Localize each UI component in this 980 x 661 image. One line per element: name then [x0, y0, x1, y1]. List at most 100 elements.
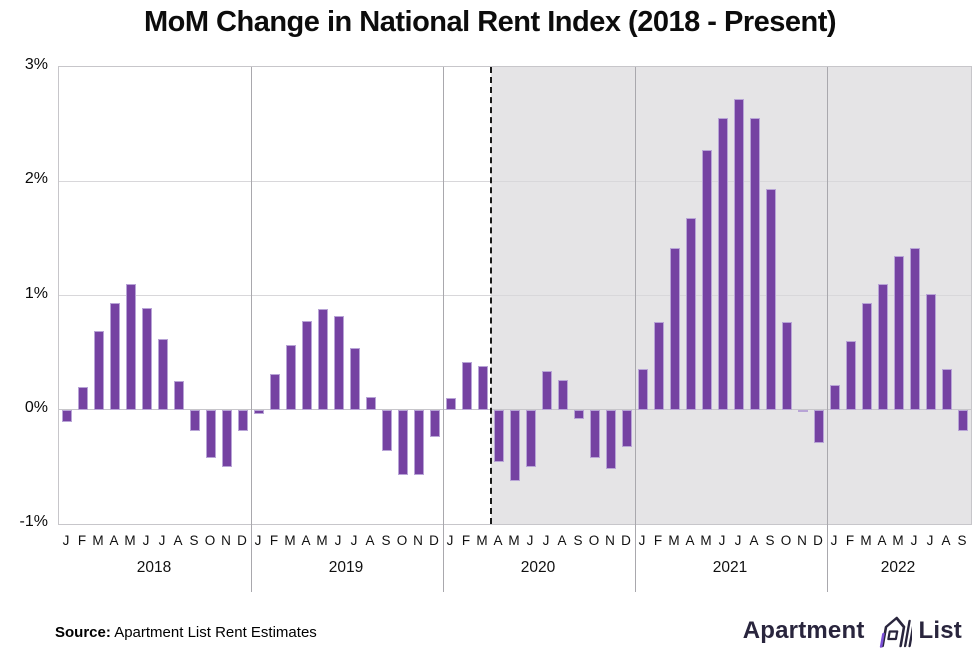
bar-2018-10	[206, 409, 216, 458]
month-label-2022-1: J	[830, 533, 838, 548]
month-label-2021-2: F	[653, 533, 663, 548]
month-label-2018-12: D	[237, 533, 247, 548]
month-label-2021-7: J	[734, 533, 742, 548]
logo-word-apartment: Apartment	[742, 617, 865, 644]
bar-2019-6	[334, 316, 344, 410]
y-tick-2%: 2%	[24, 170, 48, 188]
month-label-2020-7: J	[542, 533, 550, 548]
bar-2021-12	[814, 409, 824, 443]
dashed-line-pandemic-start	[490, 67, 492, 524]
bar-2019-8	[366, 397, 376, 410]
gridline-1%	[59, 295, 971, 296]
bar-2018-5	[126, 284, 136, 410]
month-label-2018-7: J	[158, 533, 166, 548]
month-label-2022-2: F	[845, 533, 855, 548]
year-separator	[634, 67, 636, 592]
bar-2020-6	[526, 409, 536, 467]
month-label-2018-8: A	[173, 533, 183, 548]
y-tick-1%: 1%	[24, 284, 48, 302]
bar-2021-3	[670, 247, 680, 410]
bar-2021-7	[734, 98, 744, 410]
month-label-2018-2: F	[77, 533, 87, 548]
chart-title: MoM Change in National Rent Index (2018 …	[143, 6, 837, 38]
bar-2020-1	[446, 398, 456, 410]
bar-2021-5	[702, 150, 712, 410]
month-label-2019-7: J	[350, 533, 358, 548]
bar-2018-11	[222, 409, 232, 467]
gridline-2%	[59, 180, 971, 182]
month-label-2020-3: M	[476, 533, 488, 548]
bar-2022-2	[846, 341, 856, 410]
year-separator	[826, 67, 828, 592]
month-label-2020-11: N	[605, 533, 615, 548]
bar-2020-4	[494, 409, 504, 463]
month-label-2019-5: M	[316, 533, 328, 548]
bar-2020-2	[462, 361, 472, 410]
month-label-2019-12: D	[429, 533, 439, 548]
bar-2019-1	[254, 409, 264, 415]
month-label-2020-2: F	[461, 533, 471, 548]
bar-2021-2	[654, 321, 664, 410]
bar-2018-6	[142, 308, 152, 410]
logo-word-list: List	[918, 617, 962, 644]
bar-2021-4	[686, 217, 696, 410]
year-label-2019: 2019	[328, 559, 364, 576]
bar-2020-12	[622, 409, 632, 448]
bar-2019-2	[270, 374, 280, 410]
month-label-2022-9: S	[957, 533, 967, 548]
month-label-2022-6: J	[910, 533, 918, 548]
bar-2021-9	[766, 189, 776, 410]
month-label-2018-1: J	[62, 533, 70, 548]
bar-2022-9	[958, 409, 968, 432]
month-label-2018-9: S	[189, 533, 199, 548]
month-label-2021-4: A	[685, 533, 695, 548]
y-tick--1%: -1%	[19, 513, 48, 530]
month-label-2021-1: J	[638, 533, 646, 548]
apartment-list-house-icon	[872, 610, 912, 652]
month-label-2022-7: J	[926, 533, 934, 548]
month-label-2018-11: N	[221, 533, 231, 548]
month-label-2020-4: A	[493, 533, 503, 548]
month-label-2022-5: M	[892, 533, 904, 548]
month-label-2021-6: J	[718, 533, 726, 548]
month-label-2020-12: D	[621, 533, 631, 548]
month-label-2018-5: M	[124, 533, 136, 548]
month-label-2022-8: A	[941, 533, 951, 548]
bar-2020-9	[574, 409, 584, 419]
month-label-2018-3: M	[92, 533, 104, 548]
bar-2019-4	[302, 320, 312, 410]
bar-2019-5	[318, 309, 328, 410]
month-label-2020-6: J	[526, 533, 534, 548]
month-label-2019-1: J	[254, 533, 262, 548]
bar-2018-1	[62, 409, 72, 423]
bar-2022-7	[926, 294, 936, 410]
apartment-list-logo: Apartment List	[743, 610, 962, 652]
month-label-2018-4: A	[109, 533, 119, 548]
bar-2018-4	[110, 303, 120, 410]
plot-area	[58, 66, 972, 592]
bar-2020-8	[558, 380, 568, 410]
month-label-2020-5: M	[508, 533, 520, 548]
bar-2022-8	[942, 368, 952, 410]
year-separator	[250, 67, 252, 592]
bar-2018-2	[78, 386, 88, 410]
year-label-2021: 2021	[712, 559, 748, 576]
bar-2021-11	[798, 409, 808, 413]
y-tick-0%: 0%	[24, 398, 48, 416]
bar-2020-5	[510, 409, 520, 481]
month-label-2019-2: F	[269, 533, 279, 548]
month-label-2020-10: O	[588, 533, 600, 548]
bar-2019-12	[430, 409, 440, 438]
year-label-2020: 2020	[520, 559, 556, 576]
bar-2020-3	[478, 366, 488, 410]
bar-2019-11	[414, 409, 424, 475]
month-label-2021-11: N	[797, 533, 807, 548]
month-label-2019-9: S	[381, 533, 391, 548]
bar-2018-7	[158, 338, 168, 410]
bar-2022-5	[894, 255, 904, 410]
bar-2021-10	[782, 321, 792, 410]
month-label-2021-12: D	[813, 533, 823, 548]
bar-2020-11	[606, 409, 616, 470]
bar-2022-1	[830, 384, 840, 410]
month-label-2020-8: A	[557, 533, 567, 548]
